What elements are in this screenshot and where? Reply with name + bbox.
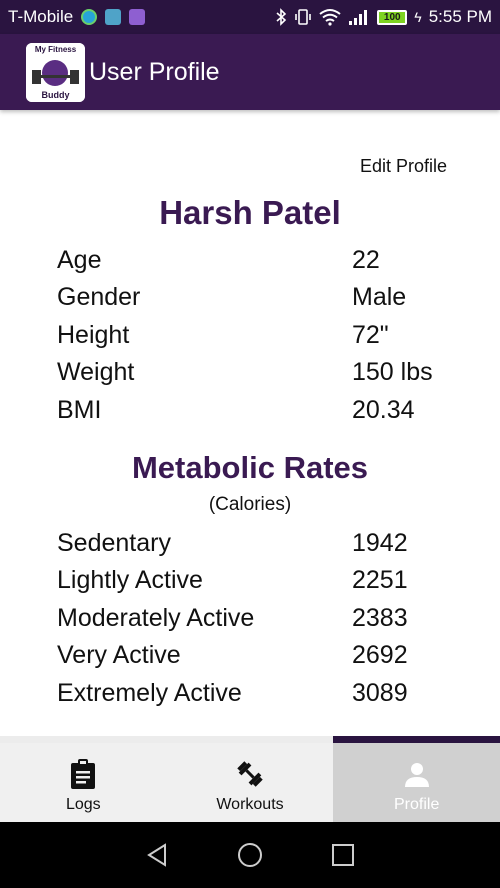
signal-icon [349, 10, 368, 25]
rate-label: Lightly Active [57, 566, 203, 594]
gallery-icon [129, 9, 146, 25]
tab-profile[interactable]: Profile [333, 736, 500, 822]
logo-text-bottom: Buddy [42, 90, 70, 100]
battery-icon: 100 [377, 9, 408, 25]
recents-icon [332, 844, 355, 866]
bluetooth-icon [276, 8, 287, 26]
globe-icon [81, 9, 98, 25]
rate-value: 3089 [352, 679, 408, 707]
profile-content: Edit Profile Harsh Patel Age 22 Gender M… [0, 110, 500, 736]
rate-label: Extremely Active [57, 679, 242, 707]
tab-workouts[interactable]: Workouts [167, 743, 334, 822]
edit-profile-button[interactable]: Edit Profile [359, 156, 447, 176]
stat-value: Male [352, 283, 407, 311]
stat-label: Gender [57, 283, 141, 311]
carrier-name: T-Mobile [8, 7, 74, 26]
back-icon [146, 843, 166, 867]
person-icon [404, 758, 430, 790]
android-icon [105, 9, 122, 25]
logo-text-top: My Fitness [35, 45, 77, 54]
stat-value: 20.34 [352, 396, 415, 424]
app-logo: My Fitness Buddy [26, 42, 85, 102]
page-title: User Profile [89, 57, 220, 86]
stat-value: 72" [352, 321, 389, 349]
home-icon [237, 843, 262, 867]
rate-label: Very Active [57, 641, 181, 669]
tab-logs[interactable]: Logs [0, 743, 167, 822]
charging-icon: ϟ [414, 9, 422, 25]
wifi-icon [319, 9, 341, 26]
vibrate-icon [295, 9, 312, 25]
stat-value: 22 [352, 246, 380, 274]
dumbbell-icon [234, 758, 266, 790]
stat-value: 150 lbs [352, 358, 433, 386]
system-navigation-bar [0, 822, 500, 888]
stat-label: Weight [57, 358, 135, 386]
rate-value: 2383 [352, 604, 408, 632]
user-name: Harsh Patel [159, 194, 341, 231]
metabolic-rates-title: Metabolic Rates [131, 450, 368, 485]
tab-workouts-label: Workouts [216, 795, 284, 813]
rate-label: Moderately Active [57, 604, 255, 632]
home-button[interactable] [230, 835, 270, 875]
clock: 5:55 PM [428, 7, 492, 26]
rate-value: 2692 [352, 641, 408, 669]
stat-label: Age [57, 246, 102, 274]
clipboard-icon [70, 758, 96, 790]
stat-label: BMI [57, 396, 102, 424]
rate-value: 1942 [352, 529, 408, 557]
rate-label: Sedentary [57, 529, 171, 557]
tab-profile-label: Profile [394, 795, 440, 813]
app-logo-graphic: My Fitness Buddy [26, 42, 85, 102]
battery-level: 100 [383, 11, 401, 23]
app-bar: My Fitness Buddy User Profile [0, 34, 500, 110]
bottom-navigation: Logs Workouts Profile [0, 736, 500, 822]
recents-button[interactable] [323, 835, 363, 875]
back-button[interactable] [137, 835, 177, 875]
stat-label: Height [57, 321, 130, 349]
rate-value: 2251 [352, 566, 408, 594]
status-bar: T-Mobile 100 ϟ 5:55 PM [0, 0, 500, 34]
metabolic-rates-subtitle: (Calories) [208, 494, 292, 515]
tab-logs-label: Logs [65, 795, 101, 813]
